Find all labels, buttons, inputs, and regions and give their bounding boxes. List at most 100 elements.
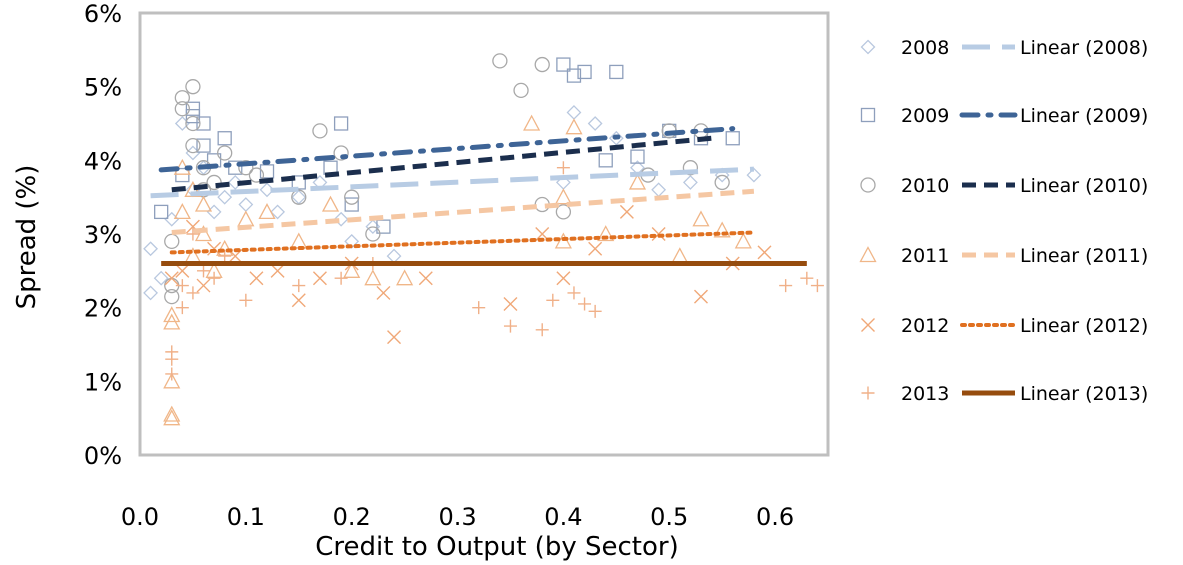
data-point-2010 — [365, 226, 381, 242]
y-tick-label: 6% — [84, 0, 122, 28]
data-point-2009 — [291, 175, 306, 190]
legend-entry-2012: 2012 Linear (2012) — [861, 315, 1148, 337]
data-point-2008 — [153, 270, 169, 286]
legend-marker-2009 — [860, 107, 876, 123]
legend-trend-label-2009: Linear (2009) — [1020, 105, 1148, 127]
legend-label-2011: 2011 — [901, 245, 949, 267]
data-point-2011 — [194, 225, 213, 242]
trend-line-2010 — [171, 135, 712, 193]
trend-line-2012 — [169, 230, 756, 255]
data-point-2011 — [163, 405, 181, 422]
data-point-2009 — [196, 138, 211, 153]
legend-trend-label-2013: Linear (2013) — [1020, 383, 1148, 405]
legend-trend-label-2011: Linear (2011) — [1020, 245, 1148, 267]
legend-label-2013: 2013 — [901, 383, 949, 405]
series-2009-points — [154, 57, 740, 234]
data-point-2013 — [556, 161, 570, 175]
data-point-2011 — [554, 188, 572, 205]
legend-marker-2008 — [860, 39, 876, 55]
data-point-2011 — [523, 114, 541, 131]
data-point-2012 — [196, 278, 211, 293]
data-point-2009 — [196, 116, 211, 131]
data-point-2012 — [588, 241, 603, 256]
data-point-2008 — [682, 175, 698, 190]
x-axis-label: Credit to Output (by Sector) — [315, 532, 678, 562]
data-point-2008 — [746, 167, 762, 183]
y-tick-label: 1% — [84, 368, 122, 396]
y-tick-label: 2% — [84, 295, 122, 323]
data-point-2012 — [249, 271, 264, 286]
data-point-2008 — [143, 285, 159, 301]
legend-entry-2009: 2009 Linear (2009) — [860, 105, 1148, 127]
x-tick-label: 0.5 — [650, 503, 688, 531]
data-point-2010 — [714, 174, 730, 191]
data-point-2008 — [227, 175, 243, 190]
trend-lines — [150, 126, 807, 266]
data-point-2009 — [185, 108, 201, 124]
y-tick-label: 3% — [84, 221, 122, 249]
data-point-2013 — [535, 323, 549, 337]
data-point-2011 — [163, 306, 181, 323]
legend-label-2009: 2009 — [901, 105, 949, 127]
data-point-2012 — [619, 204, 634, 219]
legend-trend-label-2008: Linear (2008) — [1020, 37, 1148, 59]
data-point-2013 — [503, 319, 517, 333]
data-point-2010 — [174, 101, 190, 117]
data-point-2009 — [344, 197, 359, 212]
data-point-2012 — [757, 245, 772, 260]
legend-entry-2010: 2010 Linear (2010) — [860, 175, 1148, 197]
data-point-2010 — [185, 79, 201, 95]
data-point-2011 — [692, 210, 710, 227]
legend: 2008 Linear (2008) 2009 Linear (2009) 2010 Li… — [859, 37, 1148, 405]
data-point-2012 — [376, 285, 391, 300]
data-point-2011 — [258, 203, 276, 220]
data-point-2012 — [693, 289, 708, 304]
data-point-2011 — [173, 203, 191, 220]
data-point-2013 — [165, 367, 179, 381]
data-point-2009 — [154, 204, 169, 220]
data-point-2010 — [164, 288, 180, 305]
data-point-2012 — [312, 271, 327, 286]
legend-marker-2013 — [861, 386, 875, 400]
plot-area-frame — [138, 11, 830, 457]
data-point-2013 — [810, 279, 824, 293]
data-point-2013 — [175, 279, 189, 293]
data-point-2013 — [165, 345, 179, 359]
data-point-2009 — [333, 116, 349, 131]
data-point-2013 — [588, 304, 602, 318]
data-point-2013 — [218, 249, 232, 263]
data-point-2010 — [682, 160, 699, 176]
legend-entry-2008: 2008 Linear (2008) — [860, 37, 1148, 59]
data-point-2009 — [598, 153, 613, 168]
legend-marker-2012 — [861, 318, 875, 332]
data-point-2008 — [143, 241, 159, 257]
data-point-2012 — [556, 271, 571, 286]
y-axis-label: Spread (%) — [12, 165, 42, 310]
data-point-2012 — [175, 263, 190, 278]
data-point-2008 — [217, 189, 233, 205]
data-point-2013 — [239, 293, 253, 307]
data-point-2013 — [472, 301, 486, 315]
data-point-2013 — [186, 286, 200, 300]
data-point-2013 — [197, 264, 211, 278]
x-tick-label: 0.1 — [227, 503, 265, 531]
data-point-2011 — [364, 269, 382, 286]
data-point-2010 — [555, 204, 572, 220]
data-point-2010 — [185, 115, 201, 132]
data-point-2009 — [228, 160, 243, 175]
data-point-2009 — [556, 57, 571, 72]
legend-label-2008: 2008 — [901, 37, 949, 59]
legend-trend-label-2012: Linear (2012) — [1020, 315, 1148, 337]
legend-entry-2013: 2013 Linear (2013) — [861, 383, 1148, 405]
data-point-2010 — [174, 90, 190, 106]
data-point-2011 — [565, 118, 583, 135]
data-point-2012 — [387, 330, 402, 345]
data-point-2008 — [259, 182, 275, 198]
data-point-2011 — [597, 225, 615, 242]
legend-label-2012: 2012 — [901, 315, 949, 337]
y-tick-label: 0% — [84, 442, 122, 470]
x-tick-label: 0.4 — [544, 503, 582, 531]
data-point-2013 — [779, 279, 793, 293]
data-point-2012 — [164, 271, 179, 286]
data-point-2013 — [207, 271, 221, 285]
